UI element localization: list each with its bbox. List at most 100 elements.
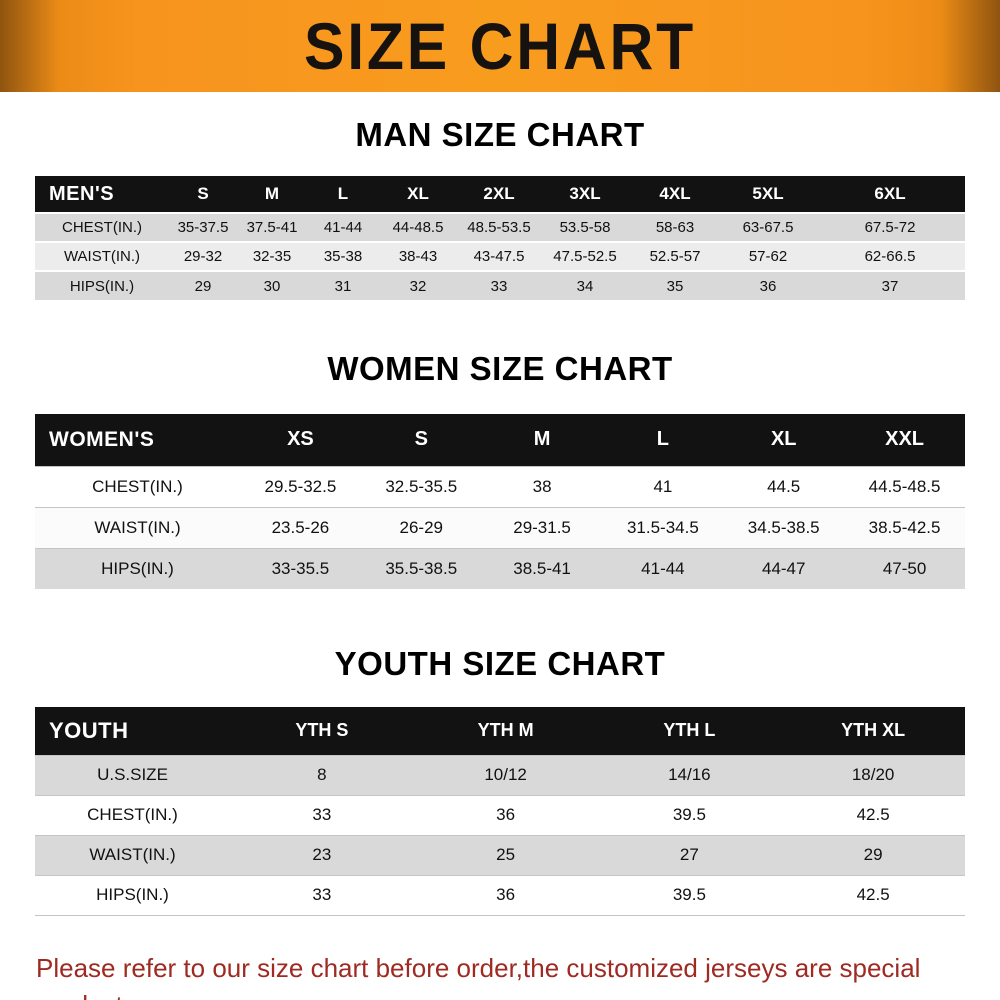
men-size-table: MEN'S S M L XL 2XL 3XL 4XL 5XL 6XL CHEST…	[35, 176, 965, 300]
size-cell: 36	[413, 794, 598, 835]
size-cell: 34	[541, 270, 629, 300]
table-row: CHEST(IN.) 33 36 39.5 42.5	[35, 794, 965, 835]
order-policy-note: Please refer to our size chart before or…	[36, 950, 1000, 1000]
size-cell: 33	[230, 794, 414, 835]
size-cell: 29	[781, 834, 965, 875]
column-header: S	[197, 184, 209, 203]
size-cell: 42.5	[781, 794, 965, 835]
size-cell: 14/16	[597, 754, 782, 795]
table-row: CHEST(IN.) 35-37.5 37.5-41 41-44 44-48.5…	[35, 212, 965, 242]
size-cell: 23	[230, 834, 414, 875]
men-header-row: MEN'S S M L XL 2XL 3XL 4XL 5XL 6XL	[35, 176, 965, 213]
column-header: XL	[407, 184, 429, 203]
column-header: YTH XL	[841, 720, 906, 741]
size-cell: 33	[457, 270, 541, 300]
size-cell: 27	[597, 834, 782, 875]
row-label: CHEST(IN.)	[35, 465, 240, 507]
table-row: HIPS(IN.) 33 36 39.5 42.5	[35, 874, 965, 916]
man-section-heading: MAN SIZE CHART	[355, 116, 645, 153]
size-cell: 41	[602, 465, 724, 507]
column-header: XS	[287, 428, 314, 451]
size-cell: 32.5-35.5	[360, 465, 482, 507]
size-cell: 47-50	[844, 547, 965, 589]
table-row: HIPS(IN.) 29 30 31 32 33 34 35 36 37	[35, 270, 965, 300]
size-cell: 33	[230, 874, 414, 916]
row-label: CHEST(IN.)	[35, 794, 230, 835]
row-label: HIPS(IN.)	[35, 270, 169, 300]
size-cell: 32-35	[237, 241, 307, 271]
size-cell: 30	[237, 270, 307, 300]
size-cell: 29	[169, 270, 237, 300]
table-row: CHEST(IN.) 29.5-32.5 32.5-35.5 38 41 44.…	[35, 465, 965, 507]
size-cell: 8	[230, 754, 414, 795]
column-header: L	[337, 184, 349, 203]
row-label: HIPS(IN.)	[35, 874, 230, 916]
size-cell: 44-48.5	[379, 212, 457, 242]
size-cell: 26-29	[360, 506, 482, 548]
column-header: 2XL	[483, 184, 515, 203]
size-cell: 42.5	[781, 874, 965, 916]
table-row: WAIST(IN.) 23.5-26 26-29 29-31.5 31.5-34…	[35, 506, 965, 548]
size-cell: 44.5-48.5	[844, 465, 965, 507]
column-header: S	[414, 428, 428, 451]
table-row: WAIST(IN.) 29-32 32-35 35-38 38-43 43-47…	[35, 241, 965, 271]
size-cell: 36	[413, 874, 598, 916]
row-label: CHEST(IN.)	[35, 212, 169, 242]
row-label: WAIST(IN.)	[35, 834, 230, 875]
size-cell: 29-31.5	[481, 506, 603, 548]
column-header: M	[533, 428, 551, 451]
table-row: WAIST(IN.) 23 25 27 29	[35, 834, 965, 875]
size-cell: 38.5-42.5	[844, 506, 965, 548]
size-cell: 44.5	[723, 465, 845, 507]
size-cell: 52.5-57	[629, 241, 721, 271]
youth-section-heading: YOUTH SIZE CHART	[334, 645, 666, 682]
row-label: WAIST(IN.)	[35, 241, 169, 271]
column-header: YTH S	[295, 720, 349, 741]
column-header: 4XL	[659, 184, 691, 203]
size-cell: 35	[629, 270, 721, 300]
size-cell: 29-32	[169, 241, 237, 271]
size-cell: 37.5-41	[237, 212, 307, 242]
size-cell: 43-47.5	[457, 241, 541, 271]
column-header: YOUTH	[49, 717, 129, 743]
size-cell: 37	[815, 270, 965, 300]
size-cell: 67.5-72	[815, 212, 965, 242]
youth-size-table: YOUTH YTH S YTH M YTH L YTH XL U.S.SIZE …	[35, 707, 965, 916]
women-size-table: WOMEN'S XS S M L XL XXL CHEST(IN.) 29.5-…	[35, 414, 965, 589]
size-cell: 35-38	[307, 241, 379, 271]
table-row: U.S.SIZE 8 10/12 14/16 18/20	[35, 754, 965, 795]
size-cell: 38-43	[379, 241, 457, 271]
size-cell: 10/12	[413, 754, 598, 795]
size-cell: 31	[307, 270, 379, 300]
size-cell: 62-66.5	[815, 241, 965, 271]
size-cell: 38.5-41	[481, 547, 603, 589]
column-header: XL	[770, 428, 797, 451]
size-cell: 36	[721, 270, 815, 300]
column-header: YTH M	[477, 720, 534, 741]
row-label: HIPS(IN.)	[35, 547, 240, 589]
youth-header-row: YOUTH YTH S YTH M YTH L YTH XL	[35, 707, 965, 755]
order-policy-line-1: Please refer to our size chart before or…	[36, 952, 921, 1000]
size-cell: 58-63	[629, 212, 721, 242]
size-cell: 48.5-53.5	[457, 212, 541, 242]
size-cell: 47.5-52.5	[541, 241, 629, 271]
title-banner: SIZE CHART	[0, 0, 1000, 92]
size-cell: 32	[379, 270, 457, 300]
column-header: L	[656, 428, 669, 451]
size-cell: 18/20	[781, 754, 965, 795]
row-label: WAIST(IN.)	[35, 506, 240, 548]
size-cell: 57-62	[721, 241, 815, 271]
size-cell: 63-67.5	[721, 212, 815, 242]
size-cell: 35-37.5	[169, 212, 237, 242]
size-cell: 33-35.5	[240, 547, 361, 589]
size-cell: 29.5-32.5	[240, 465, 361, 507]
column-header: MEN'S	[49, 182, 115, 205]
table-row: HIPS(IN.) 33-35.5 35.5-38.5 38.5-41 41-4…	[35, 547, 965, 589]
women-section-heading: WOMEN SIZE CHART	[327, 350, 673, 387]
size-cell: 44-47	[723, 547, 845, 589]
page-title: SIZE CHART	[304, 9, 696, 83]
row-label: U.S.SIZE	[35, 754, 230, 795]
column-header: WOMEN'S	[49, 427, 155, 451]
size-cell: 31.5-34.5	[602, 506, 724, 548]
